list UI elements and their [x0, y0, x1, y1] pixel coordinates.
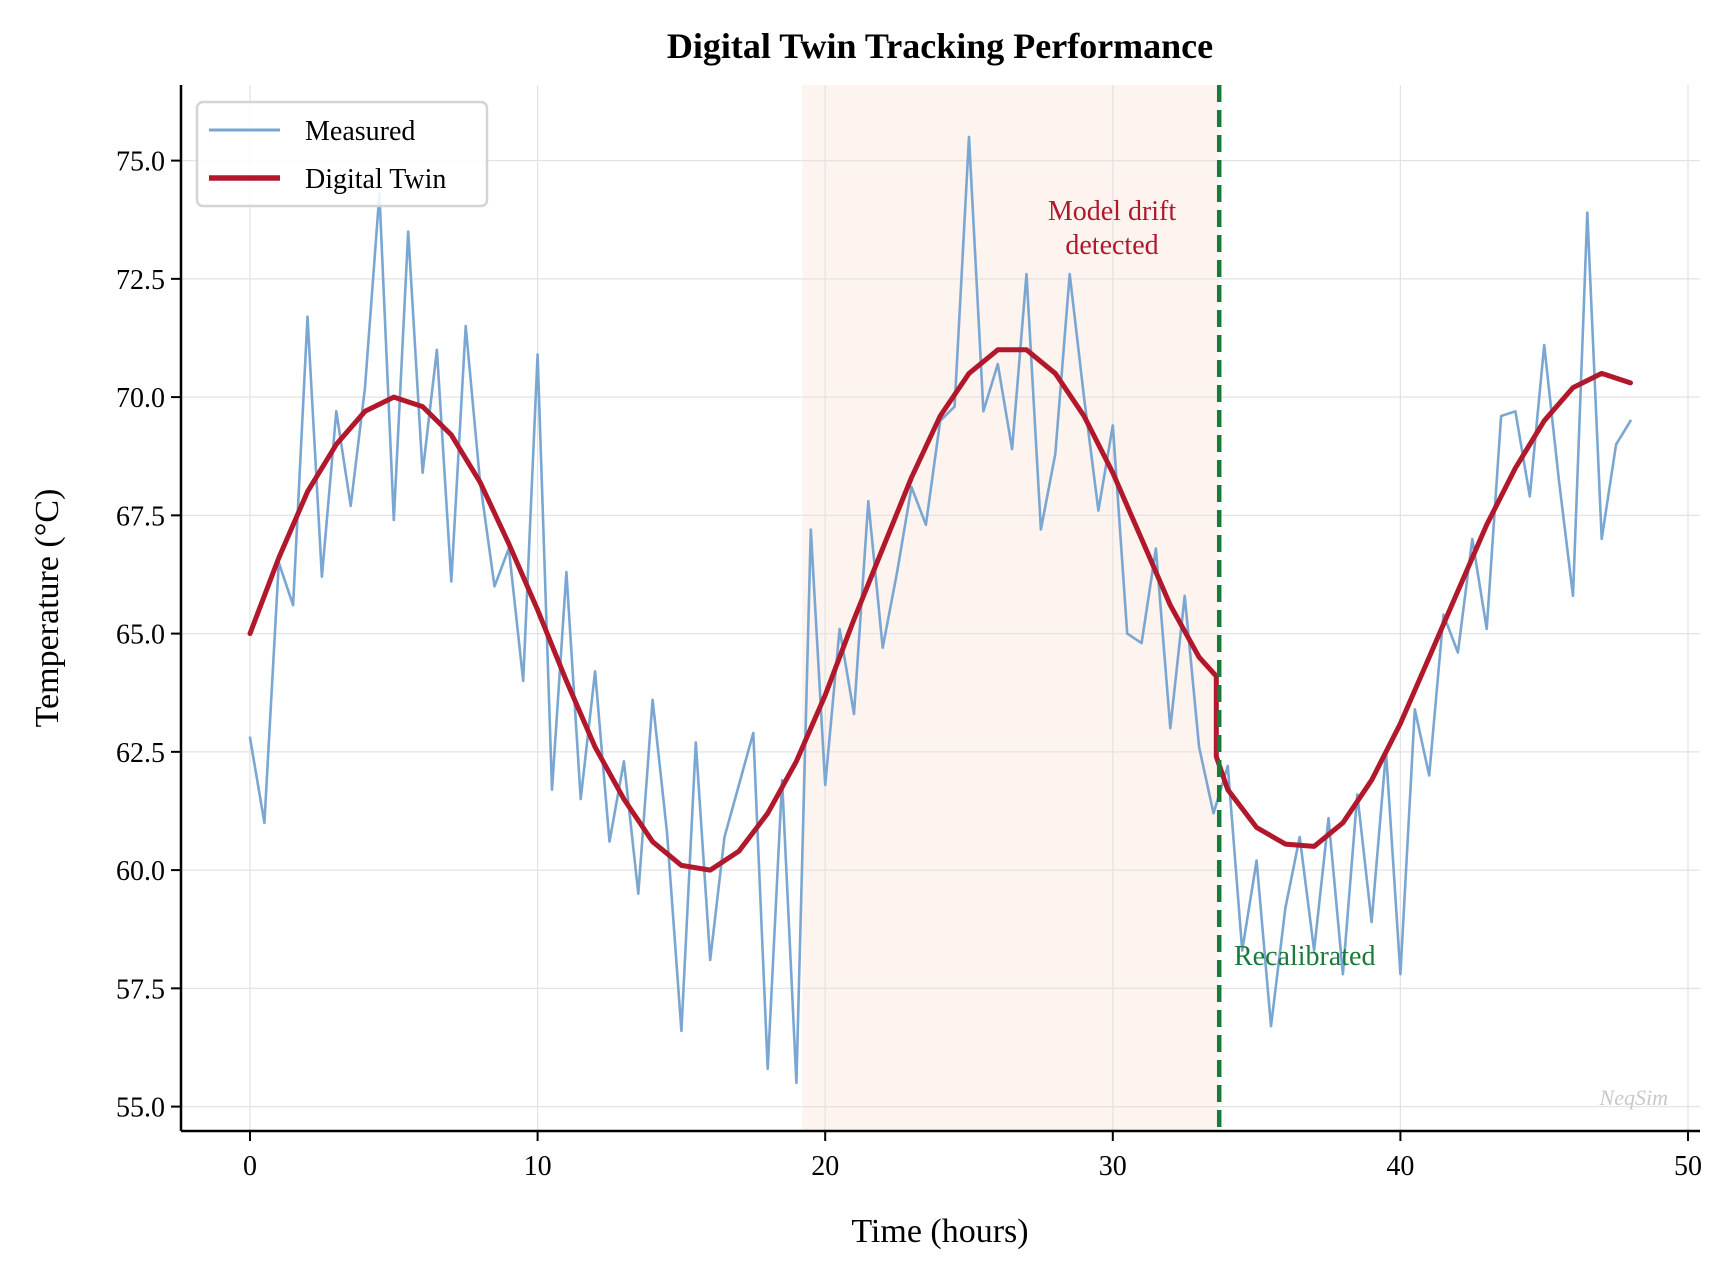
y-tick-label: 72.5: [116, 265, 165, 296]
watermark: NeqSim: [1599, 1085, 1668, 1110]
y-tick-label: 60.0: [116, 856, 165, 887]
x-tick-label: 20: [811, 1151, 839, 1182]
x-tick-label: 0: [243, 1151, 257, 1182]
drift-shaded-region: [802, 85, 1220, 1131]
x-axis-label: Time (hours): [851, 1213, 1028, 1250]
y-tick-label: 57.5: [116, 974, 165, 1005]
y-tick-label: 70.0: [116, 383, 165, 414]
x-tick-label: 30: [1099, 1151, 1127, 1182]
legend: Measured Digital Twin: [195, 100, 489, 208]
drift-annotation: Model drift: [1048, 196, 1177, 227]
recalibrated-annotation: Recalibrated: [1234, 941, 1375, 972]
y-axis-label: Temperature (°C): [29, 489, 66, 728]
legend-label: Digital Twin: [305, 164, 446, 195]
x-tick-label: 50: [1674, 1151, 1702, 1182]
y-tick-label: 75.0: [116, 147, 165, 178]
y-tick-label: 65.0: [116, 620, 165, 651]
y-tick-label: 55.0: [116, 1093, 165, 1124]
legend-label: Measured: [305, 116, 415, 147]
drift-annotation: detected: [1065, 230, 1158, 261]
digital-twin-line: [247, 347, 1633, 873]
y-tick-label: 62.5: [116, 738, 165, 769]
plot-area: 0 10 20 30 40 50 55.0 57.5 60.0 62.5 65.0 67.5 70.0 7…: [116, 85, 1702, 1182]
x-tick-label: 10: [524, 1151, 552, 1182]
x-tick-label: 40: [1386, 1151, 1414, 1182]
chart-title: Digital Twin Tracking Performance: [667, 26, 1213, 66]
y-tick-label: 67.5: [116, 501, 165, 532]
